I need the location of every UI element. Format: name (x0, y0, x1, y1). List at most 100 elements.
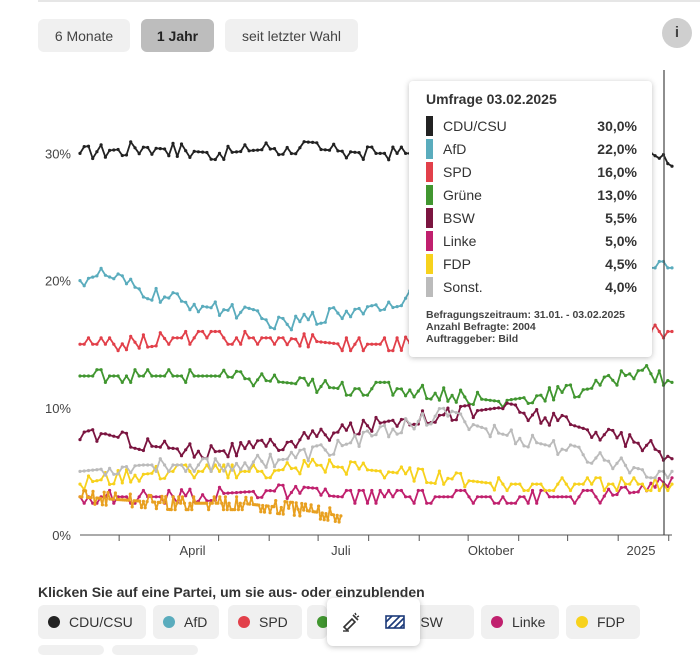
data-point (260, 459, 264, 463)
series-line-fdp[interactable] (79, 458, 673, 492)
data-point (632, 440, 636, 444)
data-point (221, 508, 226, 512)
range-since-election-button[interactable]: seit letzter Wahl (225, 19, 358, 52)
party-toggle-button[interactable]: Grüne (307, 605, 377, 639)
data-point (484, 398, 488, 402)
data-point (201, 469, 205, 473)
data-point (78, 279, 82, 283)
data-point (209, 444, 213, 448)
data-point (230, 441, 234, 446)
data-point (78, 482, 82, 486)
data-point (467, 495, 471, 499)
data-point (564, 482, 568, 486)
data-point (230, 303, 234, 307)
data-point (323, 433, 327, 437)
data-point (322, 518, 326, 522)
party-button-row2[interactable] (112, 645, 198, 655)
data-point (365, 393, 370, 397)
data-point (598, 451, 602, 455)
data-point (158, 374, 162, 378)
data-point (585, 387, 590, 391)
data-point (124, 282, 129, 286)
data-point (568, 383, 573, 387)
data-point (302, 431, 306, 435)
compare-icon[interactable] (339, 610, 363, 634)
data-point (505, 433, 509, 437)
data-point (323, 320, 327, 324)
data-point (657, 329, 661, 334)
data-point (264, 465, 268, 469)
data-point (378, 151, 382, 155)
range-1-year-button[interactable]: 1 Jahr (141, 19, 214, 52)
series-line-gr-ne[interactable] (80, 364, 673, 409)
data-point (522, 396, 526, 400)
data-point (323, 379, 327, 383)
data-point (116, 349, 120, 353)
data-point (577, 495, 581, 499)
data-point (404, 417, 408, 421)
data-point (217, 463, 222, 467)
data-point (238, 501, 242, 505)
data-point (497, 431, 501, 435)
data-point (184, 469, 188, 473)
data-point (480, 397, 484, 401)
tooltip-party-value: 5,0% (605, 233, 637, 249)
party-toggle-button[interactable]: AfD (153, 605, 219, 639)
party-toggle-button[interactable]: SPD (228, 605, 302, 639)
data-point (289, 328, 293, 332)
data-point (207, 508, 211, 512)
range-6-months-button[interactable]: 6 Monate (38, 19, 130, 52)
data-point (471, 501, 475, 505)
data-point (260, 316, 264, 321)
tooltip-party-value: 30,0% (597, 118, 637, 134)
data-point (577, 482, 581, 486)
tooltip-row: BSW 5,5% (426, 208, 637, 228)
data-point (450, 495, 454, 499)
data-point (547, 495, 552, 499)
data-point (336, 311, 340, 315)
series-line-fw[interactable] (79, 489, 342, 523)
data-point (209, 329, 213, 334)
data-point (306, 436, 310, 440)
data-point (133, 340, 137, 344)
data-point (294, 456, 298, 460)
data-point (480, 425, 484, 429)
data-point (391, 349, 395, 353)
data-point (108, 482, 112, 486)
party-button-row2[interactable] (38, 645, 104, 655)
data-point (416, 488, 420, 493)
data-point (564, 495, 568, 499)
data-point (387, 419, 391, 423)
data-point (649, 481, 653, 485)
data-point (234, 454, 239, 458)
data-point (268, 476, 272, 480)
data-point (91, 156, 95, 161)
data-point (95, 274, 99, 278)
data-point (281, 152, 285, 156)
tooltip-meta-respondents: Anzahl Befragte: 2004 (426, 321, 536, 333)
data-point (167, 488, 171, 493)
data-point (311, 457, 315, 461)
data-point (146, 297, 150, 301)
data-point (179, 142, 184, 146)
data-point (137, 479, 141, 483)
data-point (353, 307, 357, 311)
data-point (247, 467, 251, 471)
hatch-pattern-icon[interactable] (383, 610, 407, 634)
data-point (277, 336, 281, 340)
data-point (188, 308, 192, 312)
data-point (175, 374, 179, 378)
party-toggle-button[interactable]: FDP (566, 605, 640, 639)
data-point (192, 495, 196, 499)
info-icon[interactable]: i (662, 18, 692, 48)
data-point (230, 375, 234, 379)
data-point (234, 336, 239, 340)
data-point (196, 150, 200, 154)
data-point (336, 342, 340, 346)
party-toggle-button[interactable]: CDU/CSU (38, 605, 146, 639)
data-point (344, 488, 348, 493)
party-toggle-button[interactable]: Linke (481, 605, 559, 639)
data-point (522, 411, 526, 415)
series-line-bsw[interactable] (79, 402, 673, 462)
data-point (268, 336, 272, 340)
